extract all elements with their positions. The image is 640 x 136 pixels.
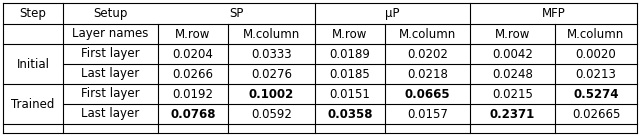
Text: 0.0266: 0.0266 (173, 67, 214, 81)
Text: Last layer: Last layer (81, 107, 140, 120)
Text: 0.02665: 0.02665 (572, 107, 620, 120)
Text: 0.0665: 0.0665 (404, 87, 451, 101)
Text: First layer: First layer (81, 47, 140, 61)
Text: M.row: M.row (332, 27, 368, 41)
Text: Initial: Initial (17, 58, 49, 70)
Text: 0.0333: 0.0333 (251, 47, 292, 61)
Text: 0.0592: 0.0592 (251, 107, 292, 120)
Text: 0.0276: 0.0276 (251, 67, 292, 81)
Text: MFP: MFP (541, 7, 565, 20)
Text: 0.0358: 0.0358 (327, 107, 372, 120)
Text: SP: SP (229, 7, 244, 20)
Text: 0.0157: 0.0157 (407, 107, 448, 120)
Text: M.row: M.row (175, 27, 211, 41)
Text: 0.5274: 0.5274 (573, 87, 619, 101)
Text: 0.0218: 0.0218 (407, 67, 448, 81)
Text: Step: Step (20, 7, 47, 20)
Text: 0.0042: 0.0042 (492, 47, 533, 61)
Text: M.column: M.column (568, 27, 625, 41)
Text: 0.1002: 0.1002 (249, 87, 294, 101)
Text: 0.0213: 0.0213 (575, 67, 616, 81)
Text: Last layer: Last layer (81, 67, 140, 81)
Text: 0.0215: 0.0215 (492, 87, 533, 101)
Text: 0.0185: 0.0185 (330, 67, 371, 81)
Text: μP: μP (385, 7, 400, 20)
Text: M.row: M.row (495, 27, 530, 41)
Text: 0.0204: 0.0204 (173, 47, 213, 61)
Text: Setup: Setup (93, 7, 128, 20)
Text: Layer names: Layer names (72, 27, 148, 41)
Text: 0.0020: 0.0020 (575, 47, 616, 61)
Text: 0.2371: 0.2371 (490, 107, 535, 120)
Text: 0.0189: 0.0189 (330, 47, 371, 61)
Text: M.column: M.column (243, 27, 300, 41)
Text: 0.0151: 0.0151 (330, 87, 371, 101)
Text: M.column: M.column (399, 27, 456, 41)
Text: First layer: First layer (81, 87, 140, 101)
Text: Trained: Trained (12, 98, 54, 110)
Text: 0.0248: 0.0248 (492, 67, 533, 81)
Text: 0.0202: 0.0202 (407, 47, 448, 61)
Text: 0.0192: 0.0192 (173, 87, 214, 101)
Text: 0.0768: 0.0768 (170, 107, 216, 120)
